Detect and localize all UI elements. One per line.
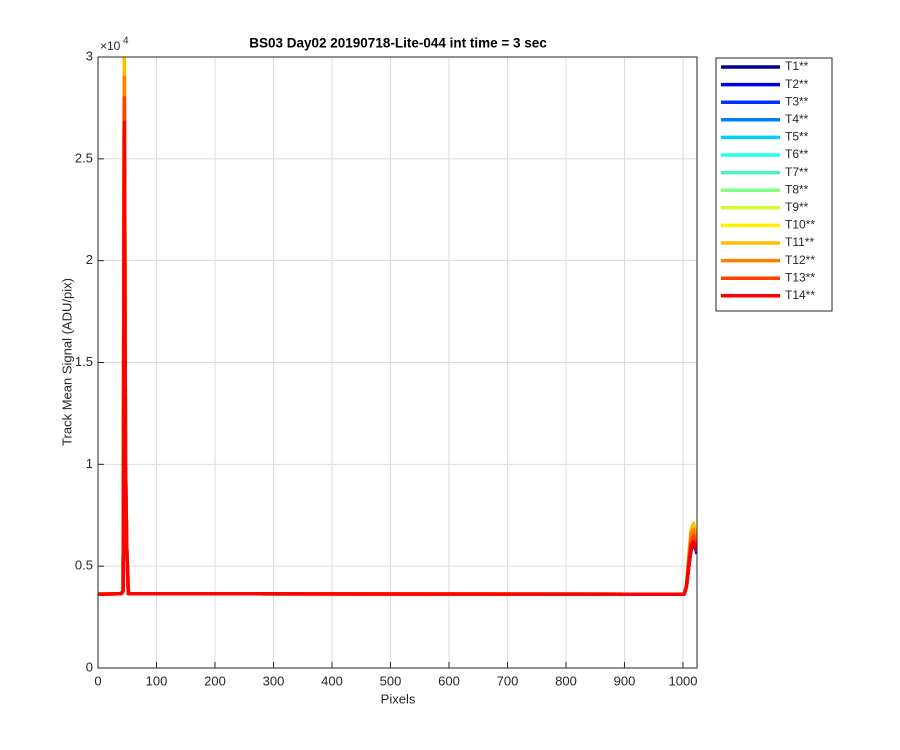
legend-label: T6** [785,147,809,161]
x-tick-label: 800 [555,673,577,688]
y-tick-label: 3 [86,48,93,63]
y-tick-label: 2.5 [75,150,93,165]
legend-label: T1** [785,59,809,73]
legend-label: T7** [785,165,809,179]
chart-title: BS03 Day02 20190718-Lite-044 int time = … [249,36,547,51]
legend-label: T2** [785,77,809,91]
x-tick-label: 0 [94,673,101,688]
x-axis-label: Pixels [381,691,416,706]
x-tick-label: 100 [146,673,168,688]
legend-label: T13** [785,270,815,284]
axes-box [97,56,698,669]
legend-label: T10** [785,218,815,232]
legend-label: T8** [785,182,809,196]
legend-label: T9** [785,200,809,214]
x-tick-label: 1000 [669,673,698,688]
legend-label: T3** [785,94,809,108]
x-tick-label: 600 [438,673,460,688]
legend-label: T14** [785,288,815,302]
x-tick-label: 700 [497,673,519,688]
y-tick-label: 0.5 [75,558,93,573]
legend-label: T11** [785,235,814,249]
series-line [98,120,697,597]
legend-label: T12** [785,253,815,267]
legend-label: T5** [785,130,809,144]
y-axis-label: Track Mean Signal (ADU/pix) [59,278,74,446]
y-tick-label: 1.5 [75,354,93,369]
x-tick-label: 300 [263,673,285,688]
legend-box [715,57,833,312]
y-tick-label: 1 [86,456,93,471]
y-tick-label: 2 [86,252,93,267]
x-tick-label: 400 [321,673,343,688]
legend-label: T4** [785,112,809,126]
x-tick-label: 200 [204,673,226,688]
y-multiplier: ×10 [100,39,121,53]
y-multiplier-exponent: 4 [123,36,129,47]
x-tick-label: 900 [614,673,636,688]
x-tick-label: 500 [380,673,402,688]
y-tick-label: 0 [86,659,93,674]
